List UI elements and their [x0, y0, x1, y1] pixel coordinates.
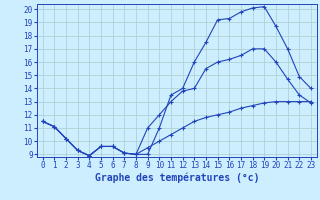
- X-axis label: Graphe des températures (°c): Graphe des températures (°c): [94, 173, 259, 183]
